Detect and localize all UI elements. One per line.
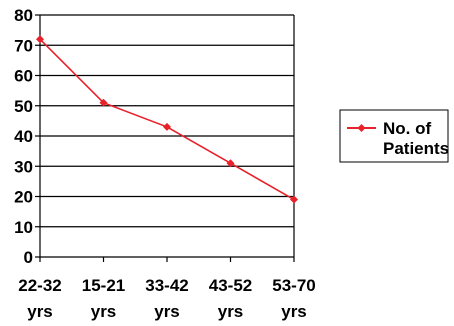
y-tick-label: 70 (14, 36, 33, 55)
y-tick-label: 80 (14, 6, 33, 25)
y-tick-label: 60 (14, 67, 33, 86)
y-tick-label: 0 (24, 248, 33, 267)
series-line (39, 38, 295, 201)
x-tick-label: yrs (27, 302, 53, 321)
y-tick-label: 10 (14, 218, 33, 237)
x-axis-ticks: 22-32 yrs 15-21 yrs 33-42 yrs 43-52 yrs 53-70 yrs (18, 257, 316, 321)
x-tick-label: 43-52 (209, 276, 252, 295)
y-tick-label: 50 (14, 97, 33, 116)
legend: No. of Patients (339, 109, 449, 163)
data-point (226, 159, 235, 168)
data-point (290, 195, 298, 204)
legend-marker (357, 124, 366, 132)
legend-box (339, 109, 449, 163)
x-tick-label: 22-32 (18, 276, 61, 295)
y-axis-ticks: 0 10 20 30 40 50 60 70 80 (14, 6, 40, 267)
legend-label-line-1: No. of (383, 119, 431, 138)
y-tick-label: 40 (14, 127, 33, 146)
x-tick-label: yrs (91, 302, 117, 321)
y-tick-label: 30 (14, 157, 33, 176)
data-point (36, 35, 44, 44)
gridlines (39, 14, 295, 258)
legend-label-line-2: Patients (383, 139, 449, 158)
series-layer (36, 35, 298, 204)
data-point (99, 98, 108, 107)
y-tick-label: 20 (14, 188, 33, 207)
x-tick-label: 33-42 (145, 276, 188, 295)
x-tick-label: yrs (154, 302, 180, 321)
x-tick-label: 15-21 (82, 276, 125, 295)
data-point (163, 122, 171, 131)
x-tick-label: yrs (281, 302, 307, 321)
x-tick-label: yrs (218, 302, 244, 321)
x-tick-label: 53-70 (272, 276, 315, 295)
